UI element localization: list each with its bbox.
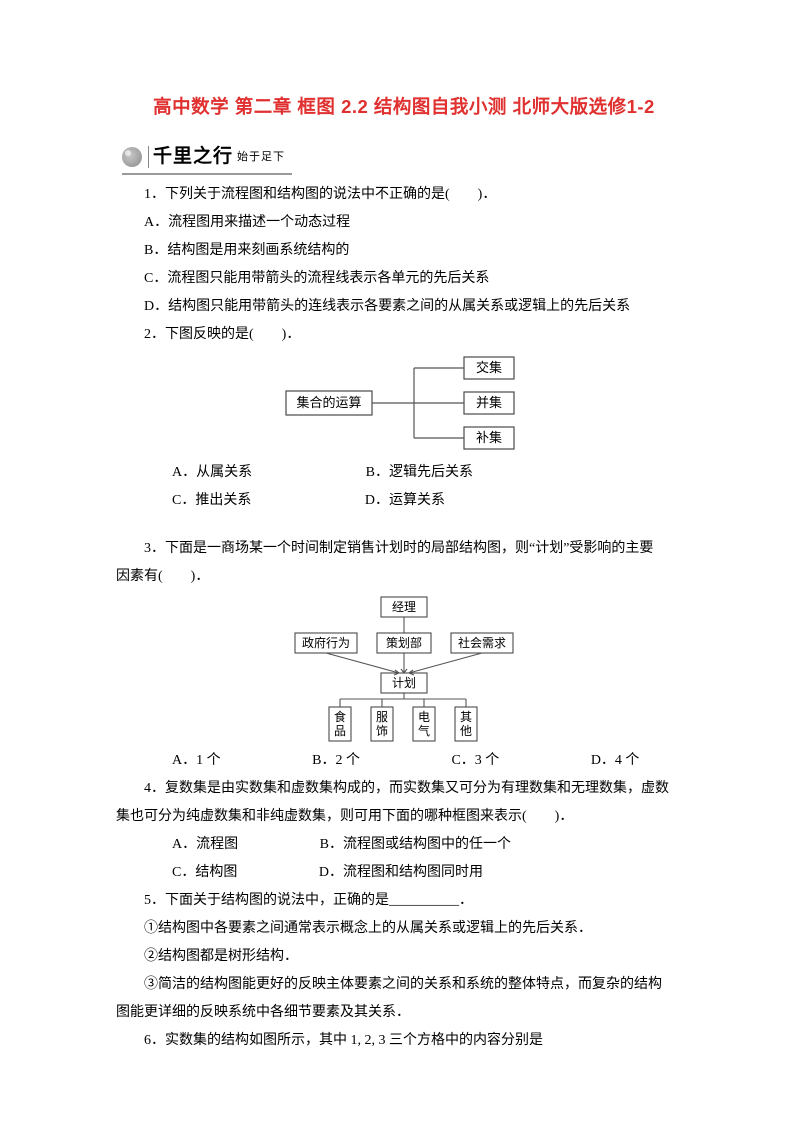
q4-b: B．流程图或结构图中的任一个 bbox=[292, 831, 511, 859]
banner: 千里之行 始于足下 bbox=[122, 143, 692, 171]
svg-text:其: 其 bbox=[460, 710, 472, 724]
q5-o2: ②结构图都是树形结构． bbox=[116, 943, 692, 971]
q5-o1: ①结构图中各要素之间通常表示概念上的从属关系或逻辑上的先后关系． bbox=[116, 915, 692, 943]
q3-c: C．3 个 bbox=[423, 747, 499, 775]
q3-stem-a: 3．下面是一商场某一个时间制定销售计划时的局部结构图，则“计划”受影响的主要 bbox=[116, 535, 692, 563]
q2-c2: 补集 bbox=[476, 430, 502, 445]
banner-big: 千里之行 bbox=[153, 138, 233, 176]
q3-diagram: 经理 政府行为 策划部 社会需求 计划 食 品 服 饰 bbox=[116, 593, 692, 743]
svg-text:食: 食 bbox=[334, 709, 346, 724]
q2-stem: 2．下图反映的是( )． bbox=[116, 321, 692, 349]
q4-row1: A．流程图 B．流程图或结构图中的任一个 bbox=[116, 831, 692, 859]
q2-c: C．推出关系 bbox=[144, 487, 251, 515]
doc-title: 高中数学 第二章 框图 2.2 结构图自我小测 北师大版选修1-2 bbox=[116, 88, 692, 125]
svg-text:品: 品 bbox=[334, 724, 346, 738]
q4-c: C．结构图 bbox=[144, 859, 237, 887]
svg-text:电: 电 bbox=[418, 710, 430, 724]
svg-text:服: 服 bbox=[376, 710, 388, 724]
banner-divider bbox=[148, 146, 149, 168]
q3-center: 计划 bbox=[392, 676, 416, 690]
q3-svg: 经理 政府行为 策划部 社会需求 计划 食 品 服 饰 bbox=[259, 593, 549, 743]
q3-m2: 社会需求 bbox=[458, 635, 506, 650]
banner-icon bbox=[122, 147, 142, 167]
q4-row2: C．结构图 D．流程图和结构图同时用 bbox=[116, 859, 692, 887]
q3-b: B．2 个 bbox=[284, 747, 360, 775]
q2-c0: 交集 bbox=[476, 360, 502, 375]
q2-diagram: 集合的运算 交集 并集 补集 bbox=[116, 351, 692, 455]
page: 高中数学 第二章 框图 2.2 结构图自我小测 北师大版选修1-2 千里之行 始… bbox=[0, 0, 800, 1132]
q3-m1: 策划部 bbox=[386, 635, 422, 650]
q4-stem-b: 集也可分为纯虚数集和非纯虚数集，则可用下面的哪种框图来表示( )． bbox=[116, 803, 692, 831]
q5-stem: 5．下面关于结构图的说法中，正确的是__________． bbox=[116, 887, 692, 915]
gap bbox=[116, 515, 692, 535]
q3-d: D．4 个 bbox=[563, 747, 640, 775]
q1-a: A．流程图用来描述一个动态过程 bbox=[116, 209, 692, 237]
svg-text:气: 气 bbox=[418, 723, 430, 738]
q6-stem: 6．实数集的结构如图所示，其中 1, 2, 3 三个方格中的内容分别是 bbox=[116, 1027, 692, 1055]
q2-root: 集合的运算 bbox=[296, 395, 361, 410]
q1-c: C．流程图只能用带箭头的流程线表示各单元的先后关系 bbox=[116, 265, 692, 293]
q3-a: A．1 个 bbox=[144, 747, 221, 775]
q4-a: A．流程图 bbox=[144, 831, 238, 859]
svg-text:饰: 饰 bbox=[376, 724, 388, 738]
q4-stem-a: 4．复数集是由实数集和虚数集构成的，而实数集又可分为有理数集和无理数集，虚数 bbox=[116, 775, 692, 803]
q1-b: B．结构图是用来刻画系统结构的 bbox=[116, 237, 692, 265]
q1-d: D．结构图只能用带箭头的连线表示各要素之间的从属关系或逻辑上的先后关系 bbox=[116, 293, 692, 321]
svg-text:他: 他 bbox=[460, 724, 472, 738]
q1-stem: 1．下列关于流程图和结构图的说法中不正确的是( )． bbox=[116, 181, 692, 209]
q2-row1: A．从属关系 B．逻辑先后关系 bbox=[116, 459, 692, 487]
q4-d: D．流程图和结构图同时用 bbox=[291, 859, 483, 887]
q2-c1: 并集 bbox=[476, 395, 502, 410]
q2-svg: 集合的运算 交集 并集 补集 bbox=[274, 351, 534, 455]
q2-row2: C．推出关系 D．运算关系 bbox=[116, 487, 692, 515]
q3-m0: 政府行为 bbox=[302, 635, 350, 650]
q2-a: A．从属关系 bbox=[144, 459, 252, 487]
q3-stem-b: 因素有( )． bbox=[116, 563, 692, 591]
q3-top: 经理 bbox=[392, 600, 416, 614]
q5-o3a: ③简洁的结构图能更好的反映主体要素之间的关系和系统的整体特点，而复杂的结构 bbox=[116, 971, 692, 999]
q5-o3b: 图能更详细的反映系统中各细节要素及其关系． bbox=[116, 999, 692, 1027]
q3-opts: A．1 个 B．2 个 C．3 个 D．4 个 bbox=[116, 747, 692, 775]
q2-b: B．逻辑先后关系 bbox=[338, 459, 473, 487]
banner-small: 始于足下 bbox=[237, 146, 285, 171]
q2-d: D．运算关系 bbox=[337, 487, 445, 515]
